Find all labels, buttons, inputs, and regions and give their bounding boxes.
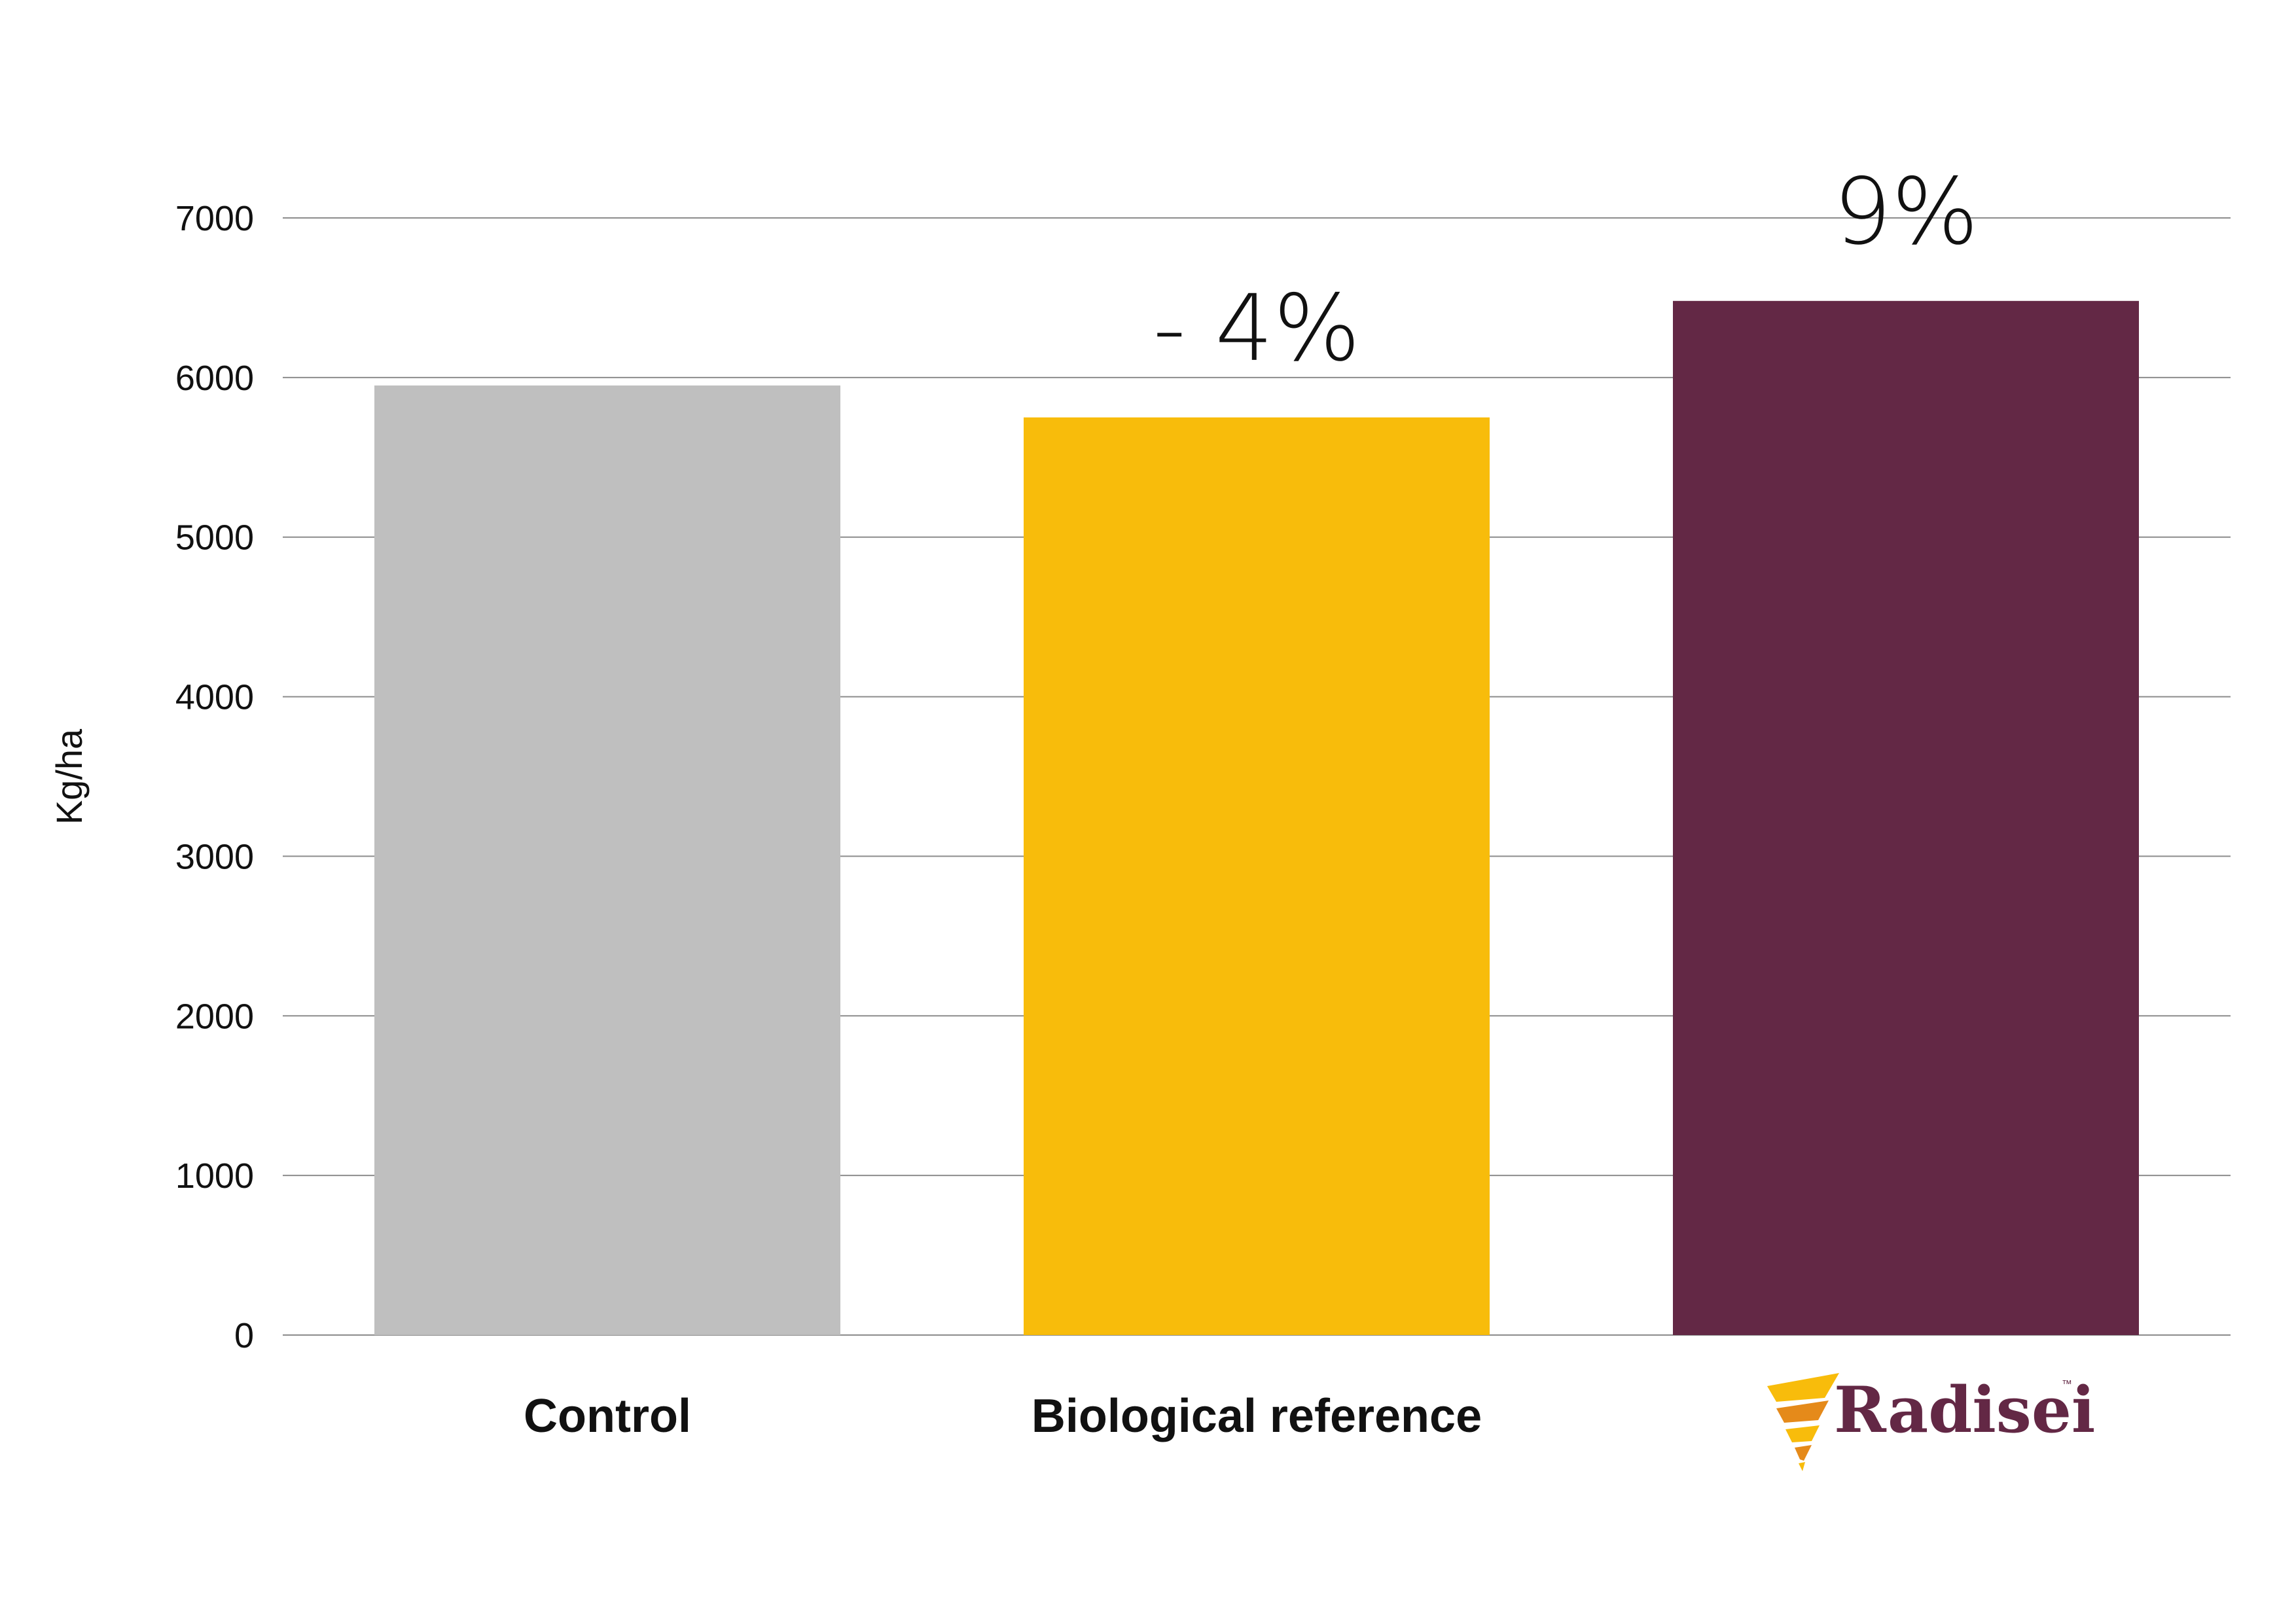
bar-control	[374, 385, 840, 1335]
y-tick-label: 0	[234, 1316, 254, 1355]
bars	[374, 300, 2139, 1336]
x-category-label: Biological reference	[1031, 1390, 1482, 1442]
trademark-symbol: ™	[2062, 1379, 2072, 1390]
data-labels: - 4% 9%	[1153, 159, 1979, 382]
y-tick-label: 7000	[175, 199, 254, 238]
y-axis-ticks: 0 1000 2000 3000 4000 5000 6000 7000	[175, 199, 254, 1355]
x-category-label: Control	[524, 1390, 691, 1442]
y-axis-label: Kg/ha	[48, 728, 90, 825]
data-label: 9%	[1833, 159, 1979, 266]
y-tick-label: 3000	[175, 837, 254, 876]
y-tick-label: 1000	[175, 1156, 254, 1196]
y-tick-label: 5000	[175, 518, 254, 558]
bar-radisei	[1673, 300, 2139, 1336]
radisei-logo-text: Radisei	[1834, 1373, 2095, 1447]
y-tick-label: 6000	[175, 359, 254, 398]
radisei-spiral-logo-icon	[1767, 1373, 1839, 1471]
y-tick-label: 2000	[175, 997, 254, 1036]
x-axis-category-labels: Control Biological reference	[524, 1390, 1482, 1442]
bar-biological-reference	[1024, 417, 1490, 1335]
radisei-logo: Radisei ™	[1767, 1373, 2095, 1471]
data-label: - 4%	[1153, 276, 1360, 382]
y-tick-label: 4000	[175, 678, 254, 717]
